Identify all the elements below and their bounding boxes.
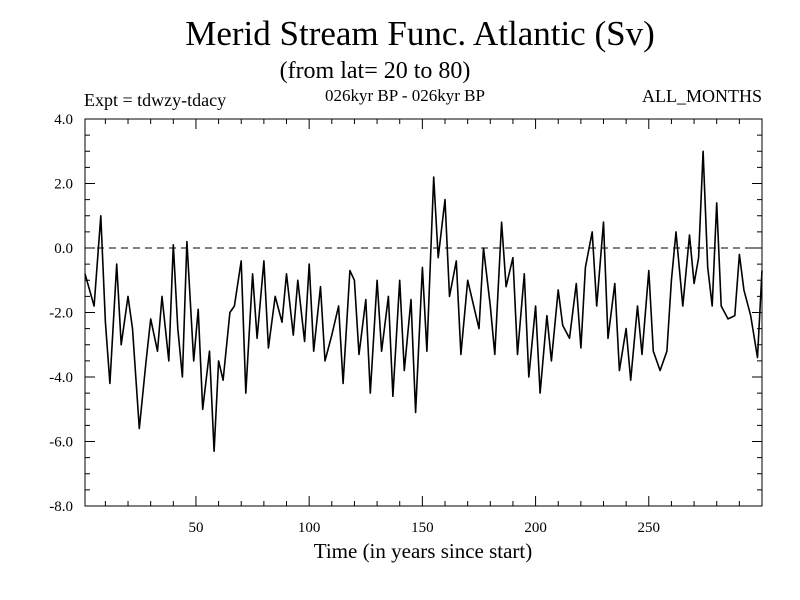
x-tick-label: 150	[411, 520, 434, 536]
tick-labels: 50 100 150 200 250 4.0 2.0 0.0 -2.0 -4.0 -6.0 -8.0	[49, 112, 660, 536]
data-series-line	[84, 150, 763, 452]
months-label: ALL_MONTHS	[642, 86, 762, 106]
y-tick-label: -4.0	[49, 370, 73, 386]
x-axis-label: Time (in years since start)	[313, 539, 533, 563]
plot-frame	[84, 118, 763, 507]
x-tick-label: 250	[638, 520, 661, 536]
y-tick-label: -2.0	[49, 306, 73, 322]
chart-subtitle: (from lat= 20 to 80)	[279, 58, 471, 84]
y-tick-label: 0.0	[54, 241, 73, 257]
axis-ticks	[85, 118, 762, 507]
y-tick-label: 2.0	[54, 177, 73, 193]
x-tick-label: 100	[298, 520, 321, 536]
y-tick-label: -8.0	[49, 499, 73, 515]
y-tick-label: -6.0	[49, 435, 73, 451]
y-tick-label: 4.0	[54, 112, 73, 128]
period-label: 026kyr BP - 026kyr BP	[325, 86, 485, 105]
x-tick-label: 50	[188, 520, 203, 536]
experiment-label: Expt = tdwzy-tdacy	[84, 90, 227, 110]
x-tick-label: 200	[524, 520, 547, 536]
chart-title: Merid Stream Func. Atlantic (Sv)	[185, 14, 655, 53]
